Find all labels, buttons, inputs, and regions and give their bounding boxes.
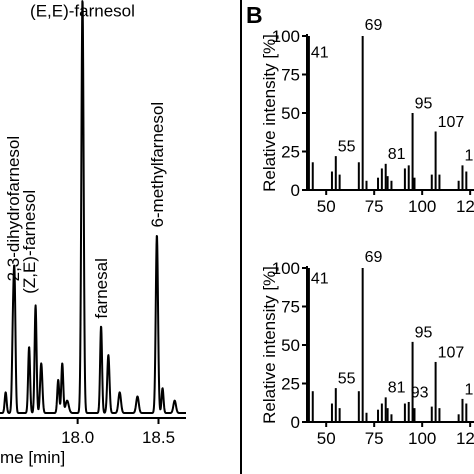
mass-spectrum-top: Relative intensity [%] 0 25 50 75 100 50 75 100 1…	[260, 17, 474, 216]
spectrum-y-tick-label: 100	[272, 27, 300, 46]
spectrum-y-label: Relative intensity [%]	[260, 266, 279, 424]
chromatogram-x-label: me [min]	[0, 448, 65, 467]
spectrum-x-tick-label: 50	[317, 429, 336, 448]
chromatogram-trace	[0, 0, 187, 415]
spectrum-x-tick-label: 50	[317, 197, 336, 216]
spectrum-peak-label: 55	[338, 371, 356, 388]
spectrum-y-tick-label: 50	[281, 336, 300, 355]
chromatogram-x-tick-label: 18.0	[61, 428, 94, 447]
spectrum-y-tick-label: 75	[281, 66, 300, 85]
chromatogram-peak-annotation: 2,3-dihydrofarnesol	[4, 136, 23, 282]
spectrum-peak-label: 107	[438, 114, 465, 131]
spectrum-x-tick-label: 100	[408, 197, 436, 216]
spectrum-y-tick-label: 25	[281, 375, 300, 394]
spectrum-x-tick-label: 125	[456, 429, 474, 448]
spectrum-y-label: Relative intensity [%]	[260, 34, 279, 192]
spectrum-y-tick-label: 0	[291, 413, 300, 432]
spectrum-peak-label: 93	[411, 384, 429, 401]
spectrum-y-tick-label: 0	[291, 181, 300, 200]
mass-spectrum-bottom: Relative intensity [%] 0 25 50 75 100 50 75 100 1…	[260, 249, 474, 448]
spectrum-y-tick-label: 50	[281, 104, 300, 123]
spectrum-peak-label: 107	[438, 344, 465, 361]
spectrum-peak-label: 81	[388, 146, 406, 163]
chromatogram-annotations: (E,E)-farnesol 2,3-dihydrofarnesol(Z,E)-f…	[4, 2, 167, 319]
spectrum-y-tick-label: 100	[272, 259, 300, 278]
spectrum-peak-label: 55	[338, 139, 356, 156]
spectrum-peak-label: 69	[365, 249, 383, 266]
spectrum-peak-label: 41	[311, 270, 329, 287]
chromatogram-peak-annotation: farnesal	[92, 258, 111, 318]
spectrum-peak-label: 95	[415, 324, 433, 341]
chromatogram-peak-annotation: (E,E)-farnesol	[30, 2, 135, 21]
spectrum-y-tick-label: 25	[281, 143, 300, 162]
spectrum-peak-label: 121	[464, 148, 474, 165]
spectrum-peak-label: 95	[415, 95, 433, 112]
spectrum-x-tick-label: 125	[456, 197, 474, 216]
spectrum-peak-label: 41	[311, 45, 329, 62]
spectrum-peak-label: 121	[464, 381, 474, 398]
panel-b-label: B	[246, 2, 263, 28]
spectrum-x-tick-label: 75	[365, 197, 384, 216]
chromatogram-panel: 18.0 18.5 (E,E)-farnesol 2,3-dihydrofarnes…	[0, 0, 187, 467]
spectrum-x-tick-label: 75	[365, 429, 384, 448]
spectrum-x-tick-label: 100	[408, 429, 436, 448]
chromatogram-x-ticks: 18.0 18.5	[61, 418, 175, 447]
spectrum-peak-label: 69	[365, 17, 383, 34]
chromatogram-peak-annotation: 6-methylfarnesol	[148, 102, 167, 228]
spectrum-peak-label: 81	[388, 380, 406, 397]
chromatogram-x-tick-label: 18.5	[142, 428, 175, 447]
spectrum-y-tick-label: 75	[281, 298, 300, 317]
chromatogram-peak-annotation: (Z,E)-farnesol	[20, 190, 39, 294]
